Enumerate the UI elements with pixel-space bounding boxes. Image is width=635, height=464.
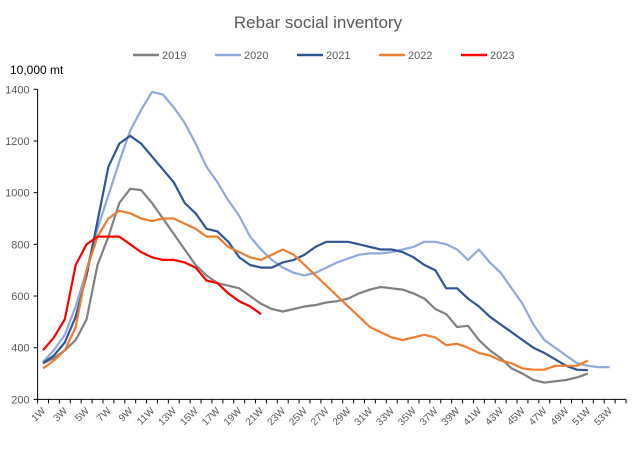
x-tick-label: 31W xyxy=(353,405,376,428)
y-tick-label: 200 xyxy=(11,394,29,406)
y-axis: 200 400 600 800 1000 1200 1400 xyxy=(5,84,39,406)
x-tick-label: 23W xyxy=(266,405,289,428)
x-tick-label: 41W xyxy=(462,405,485,428)
y-tick-label: 1400 xyxy=(5,84,29,96)
x-tick-label: 19W xyxy=(222,405,245,428)
y-tick-label: 600 xyxy=(11,291,29,303)
chart-title: Rebar social inventory xyxy=(234,13,403,32)
x-tick-label: 27W xyxy=(309,405,332,428)
x-tick-label: 7W xyxy=(95,405,114,424)
x-tick-label: 33W xyxy=(375,405,398,428)
x-tick-label: 9W xyxy=(117,405,136,424)
legend-label-2020: 2020 xyxy=(244,50,268,62)
x-tick-label: 39W xyxy=(440,405,463,428)
series-line-2020 xyxy=(42,90,610,369)
x-tick-label: 35W xyxy=(396,405,419,428)
x-tick-label: 29W xyxy=(331,405,354,428)
series-line-2021 xyxy=(42,134,588,372)
x-tick-label: 1W xyxy=(30,405,49,424)
x-tick-label: 45W xyxy=(505,405,528,428)
y-tick-label: 1000 xyxy=(5,188,29,200)
x-tick-label: 17W xyxy=(200,405,223,428)
x-tick-label: 15W xyxy=(178,405,201,428)
legend-label-2023: 2023 xyxy=(490,50,514,62)
x-axis: 1W 3W 5W 7W 9W 11W 13W 15W 17W 19W 21W 23W 25W 27W 29W… xyxy=(30,398,627,428)
legend-label-2021: 2021 xyxy=(326,50,350,62)
y-tick-label: 800 xyxy=(11,239,29,251)
x-tick-label: 11W xyxy=(135,405,157,427)
series-line-2022 xyxy=(42,209,589,371)
x-tick-label: 3W xyxy=(52,405,71,424)
y-tick-label: 400 xyxy=(11,343,29,355)
x-tick-label: 53W xyxy=(592,405,615,428)
x-tick-label: 37W xyxy=(418,405,441,428)
y-tick-label: 1200 xyxy=(5,136,29,148)
x-tick-label: 51W xyxy=(571,405,594,428)
x-tick-label: 49W xyxy=(549,405,572,428)
x-tick-label: 5W xyxy=(73,405,92,424)
x-tick-label: 47W xyxy=(527,405,550,428)
legend-label-2019: 2019 xyxy=(162,50,186,62)
legend-label-2022: 2022 xyxy=(408,50,432,62)
legend: 2019 2020 2021 2022 2023 xyxy=(133,50,514,62)
x-tick-label: 13W xyxy=(157,405,180,428)
x-tick-label: 21W xyxy=(244,405,267,428)
y-axis-unit-label: 10,000 mt xyxy=(10,63,64,77)
series-line-2019 xyxy=(42,187,589,384)
x-tick-label: 25W xyxy=(287,405,310,428)
x-tick-label: 43W xyxy=(483,405,506,428)
series-line-2023 xyxy=(42,235,262,352)
series-group xyxy=(42,90,610,384)
